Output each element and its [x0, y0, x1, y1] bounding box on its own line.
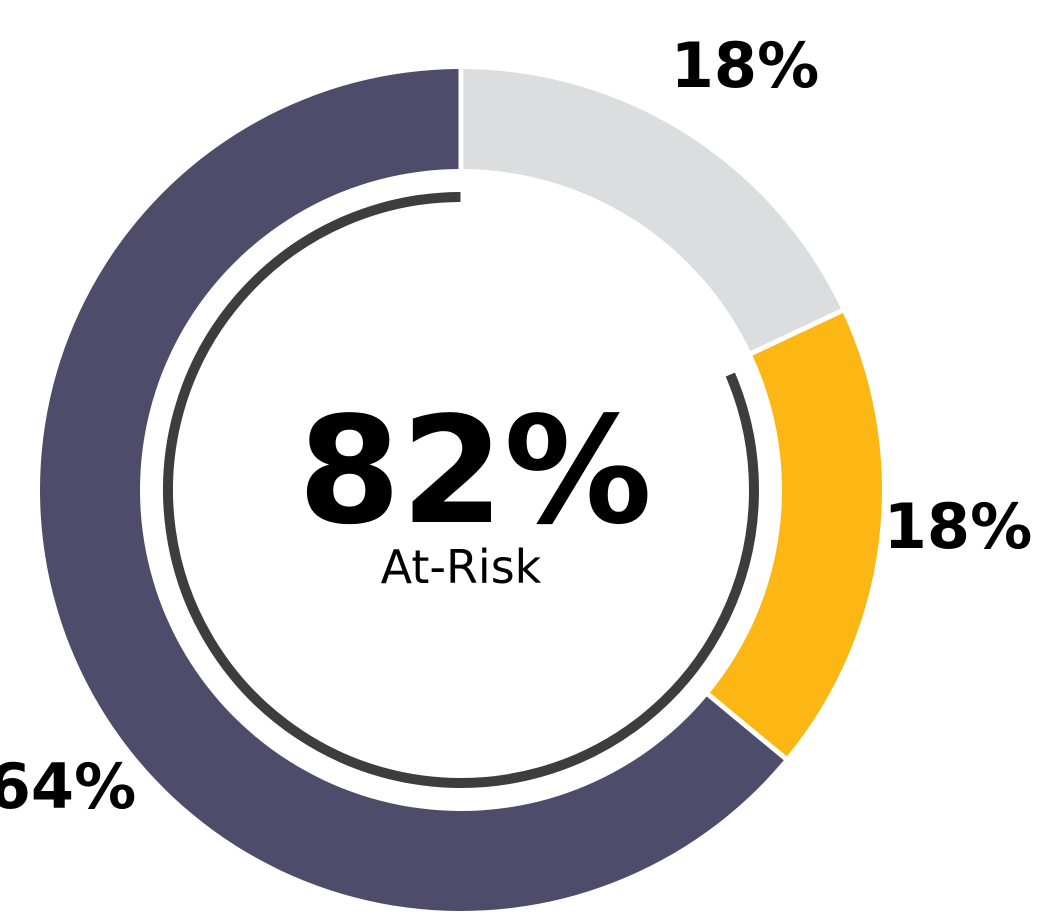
slice-label-1: 18% [671, 29, 819, 102]
donut-slices [39, 69, 882, 911]
donut-slice-2 [709, 313, 882, 757]
center-value: 82% [298, 385, 652, 557]
slice-labels: 18% 18% 64% [0, 29, 1032, 823]
at-risk-arc [163, 192, 759, 788]
slice-label-3: 64% [0, 750, 136, 823]
slice-label-2: 18% [884, 490, 1032, 563]
center-caption: At-Risk [381, 540, 542, 594]
donut-slice-1 [463, 69, 841, 352]
donut-slice-3 [39, 69, 784, 911]
